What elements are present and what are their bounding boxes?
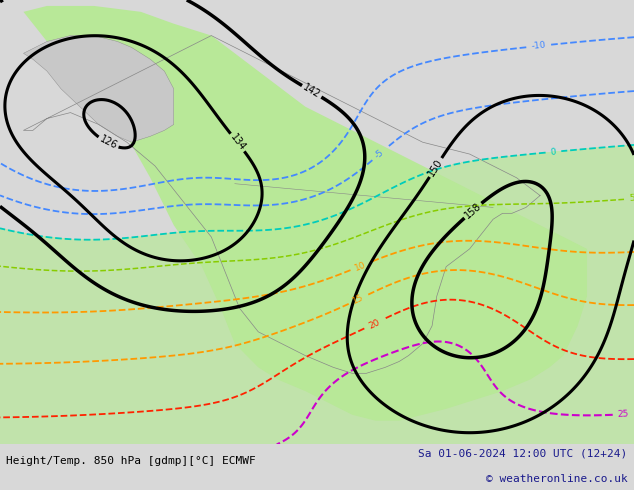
Text: © weatheronline.co.uk: © weatheronline.co.uk xyxy=(486,474,628,484)
Text: 20: 20 xyxy=(367,318,381,330)
Text: 158: 158 xyxy=(463,201,483,220)
Text: Sa 01-06-2024 12:00 UTC (12+24): Sa 01-06-2024 12:00 UTC (12+24) xyxy=(418,449,628,459)
Text: Height/Temp. 850 hPa [gdmp][°C] ECMWF: Height/Temp. 850 hPa [gdmp][°C] ECMWF xyxy=(6,456,256,466)
Polygon shape xyxy=(23,36,174,142)
Text: 10: 10 xyxy=(353,260,368,272)
Text: 25: 25 xyxy=(618,410,630,419)
Text: 150: 150 xyxy=(427,157,445,178)
Polygon shape xyxy=(23,6,587,421)
Text: -5: -5 xyxy=(373,147,386,160)
Text: 126: 126 xyxy=(98,134,119,151)
Text: -10: -10 xyxy=(531,41,547,51)
Text: 0: 0 xyxy=(550,147,557,157)
Text: 134: 134 xyxy=(228,132,247,153)
Text: 5: 5 xyxy=(629,194,634,203)
Text: 15: 15 xyxy=(351,293,366,306)
Text: 142: 142 xyxy=(301,82,322,100)
